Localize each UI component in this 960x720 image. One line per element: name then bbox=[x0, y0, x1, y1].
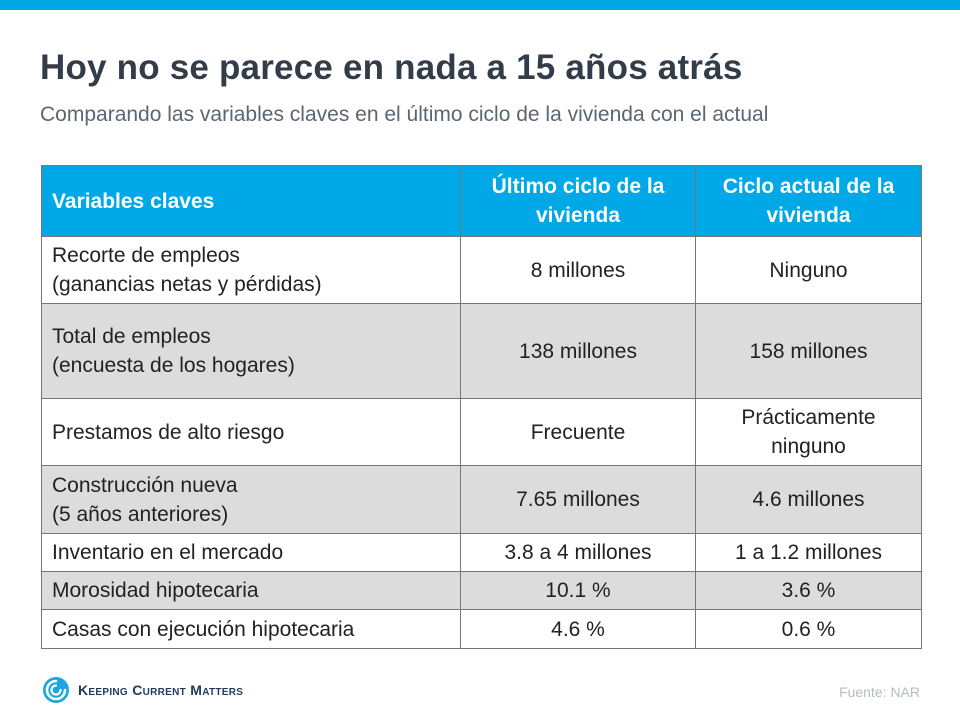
table-row: Total de empleos (encuesta de los hogare… bbox=[41, 303, 922, 399]
last-cycle-value: 138 millones bbox=[460, 303, 696, 399]
swirl-logo-icon bbox=[43, 677, 69, 703]
current-cycle-value: 4.6 millones bbox=[695, 465, 922, 534]
source-note: Fuente: NAR bbox=[839, 684, 920, 700]
current-cycle-value: 0.6 % bbox=[695, 609, 922, 649]
table-row: Casas con ejecución hipotecaria 4.6 % 0.… bbox=[41, 609, 922, 649]
row-label: Total de empleos (encuesta de los hogare… bbox=[41, 303, 461, 399]
brand-logo: Keeping Current Matters bbox=[42, 676, 243, 704]
current-cycle-value: Ninguno bbox=[695, 236, 922, 304]
page-title: Hoy no se parece en nada a 15 años atrás bbox=[40, 48, 743, 87]
current-cycle-value-line1: Prácticamente bbox=[741, 406, 876, 429]
last-cycle-value: 7.65 millones bbox=[460, 465, 696, 534]
last-cycle-value: 4.6 % bbox=[460, 609, 696, 649]
last-cycle-value: 3.8 a 4 millones bbox=[460, 533, 696, 572]
row-label: Prestamos de alto riesgo bbox=[41, 398, 461, 466]
row-label-line1: Recorte de empleos bbox=[52, 244, 240, 267]
table-row: Prestamos de alto riesgo Frecuente Práct… bbox=[41, 398, 922, 466]
row-label: Casas con ejecución hipotecaria bbox=[41, 609, 461, 649]
last-cycle-value: Frecuente bbox=[460, 398, 696, 466]
last-cycle-value: 10.1 % bbox=[460, 571, 696, 610]
row-label-line2: (encuesta de los hogares) bbox=[52, 354, 295, 377]
current-cycle-value: 3.6 % bbox=[695, 571, 922, 610]
table-row: Construcción nueva (5 años anteriores) 7… bbox=[41, 465, 922, 534]
page-subtitle: Comparando las variables claves en el úl… bbox=[40, 103, 769, 126]
row-label-line2: (ganancias netas y pérdidas) bbox=[52, 273, 322, 296]
table-row: Inventario en el mercado 3.8 a 4 millone… bbox=[41, 533, 922, 572]
header-current-cycle: Ciclo actual de la vivienda bbox=[695, 165, 922, 237]
comparison-table: Variables claves Último ciclo de la vivi… bbox=[41, 165, 922, 649]
last-cycle-value: 8 millones bbox=[460, 236, 696, 304]
table-header-row: Variables claves Último ciclo de la vivi… bbox=[41, 165, 922, 237]
current-cycle-value-line2: ninguno bbox=[771, 435, 846, 458]
current-cycle-value: Prácticamente ninguno bbox=[695, 398, 922, 466]
table-row: Morosidad hipotecaria 10.1 % 3.6 % bbox=[41, 571, 922, 610]
row-label-line1: Prestamos de alto riesgo bbox=[52, 420, 285, 444]
brand-name: Keeping Current Matters bbox=[78, 682, 244, 698]
row-label: Inventario en el mercado bbox=[41, 533, 461, 572]
row-label: Construcción nueva (5 años anteriores) bbox=[41, 465, 461, 534]
current-cycle-value: 1 a 1.2 millones bbox=[695, 533, 922, 572]
current-cycle-value: 158 millones bbox=[695, 303, 922, 399]
row-label: Morosidad hipotecaria bbox=[41, 571, 461, 610]
row-label: Recorte de empleos (ganancias netas y pé… bbox=[41, 236, 461, 304]
row-label-line2: (5 años anteriores) bbox=[52, 502, 229, 526]
table-row: Recorte de empleos (ganancias netas y pé… bbox=[41, 236, 922, 304]
row-label-line1: Total de empleos bbox=[52, 325, 211, 348]
header-variables: Variables claves bbox=[41, 165, 461, 237]
source-value: NAR bbox=[890, 684, 920, 700]
source-label: Fuente: bbox=[839, 684, 887, 700]
row-label-line1: Construcción nueva bbox=[52, 473, 238, 497]
header-last-cycle: Último ciclo de la vivienda bbox=[460, 165, 696, 237]
top-accent-bar bbox=[0, 0, 960, 10]
